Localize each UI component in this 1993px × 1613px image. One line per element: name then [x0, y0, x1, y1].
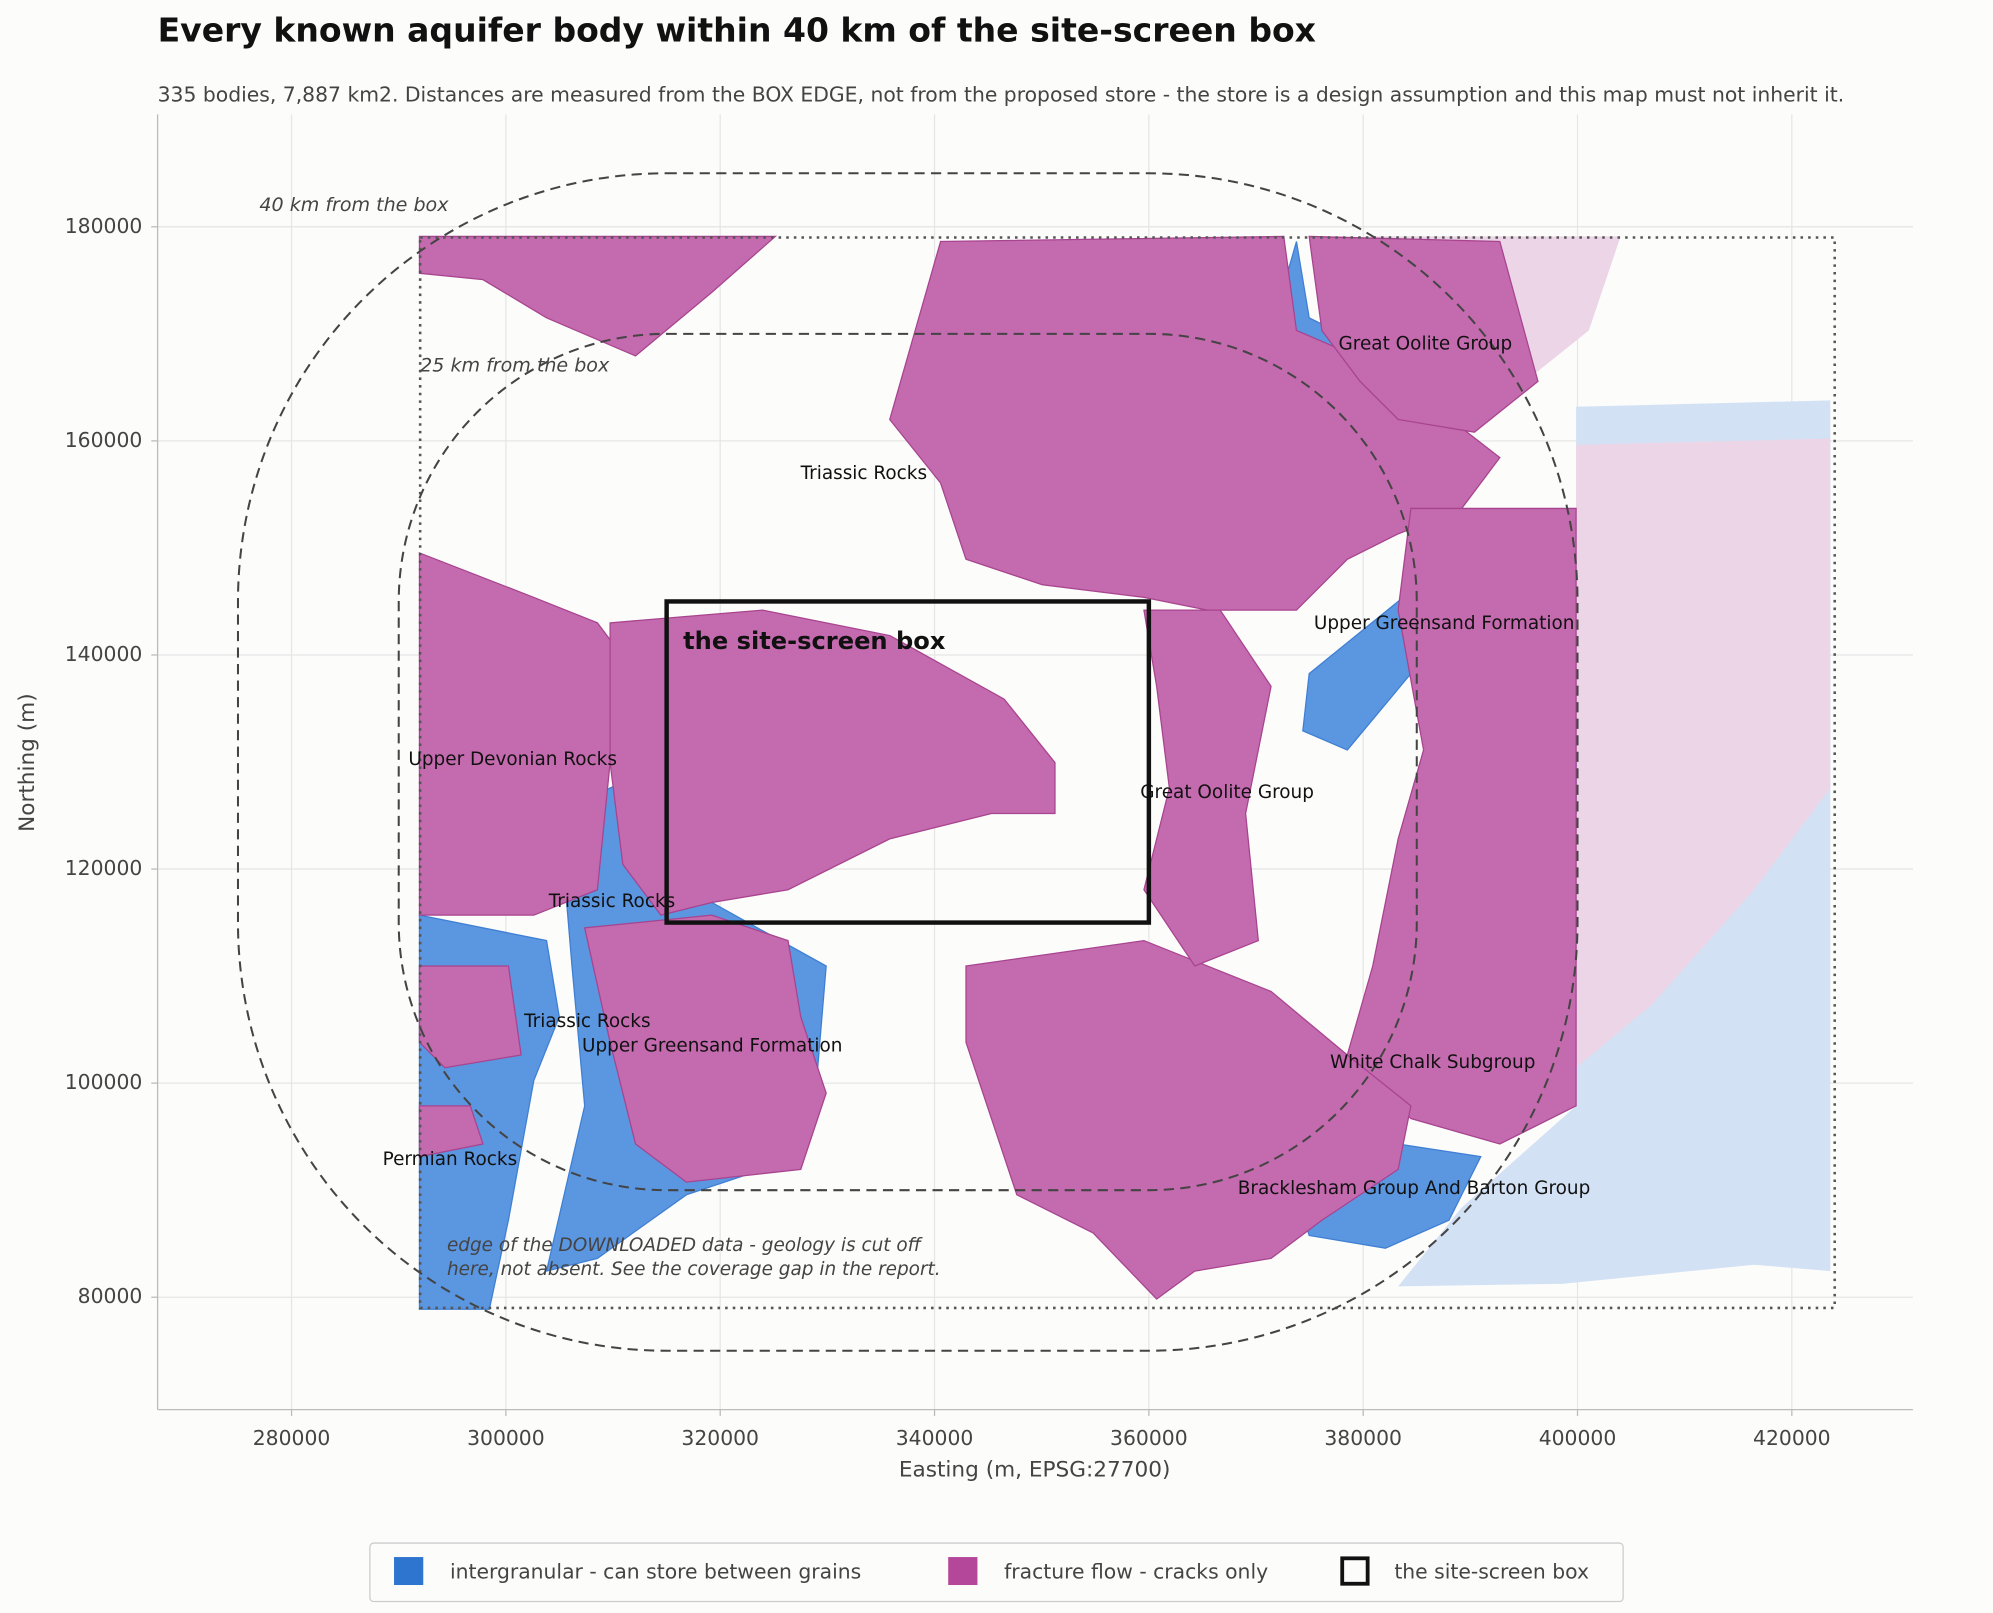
unit-label: Bracklesham Group And Barton Group	[1238, 1178, 1591, 1199]
legend-label: fracture flow - cracks only	[1004, 1559, 1268, 1583]
x-tick-label: 420000	[1753, 1426, 1831, 1450]
x-tick-label: 300000	[467, 1426, 545, 1450]
x-tick-label: 280000	[253, 1426, 331, 1450]
y-axis-label: Northing (m)	[15, 693, 40, 832]
geology	[418, 235, 1831, 1310]
unit-label: White Chalk Subgroup	[1330, 1052, 1535, 1073]
unit-label: Great Oolite Group	[1140, 782, 1314, 803]
edge-note: edge of the DOWNLOADED data - geology is…	[447, 1235, 923, 1256]
legend-swatch	[1340, 1556, 1370, 1586]
legend-label: the site-screen box	[1394, 1559, 1589, 1583]
y-tick-label: 100000	[65, 1070, 143, 1094]
x-tick-label: 380000	[1324, 1426, 1402, 1450]
site-box-label: the site-screen box	[683, 627, 946, 655]
site-box	[664, 599, 1152, 925]
legend	[369, 1542, 1624, 1603]
y-tick-label: 120000	[65, 856, 143, 880]
unit-label: Upper Devonian Rocks	[408, 749, 617, 770]
unit-label: Upper Greensand Formation	[582, 1036, 843, 1057]
x-tick-label: 400000	[1539, 1426, 1617, 1450]
edge-note: here, not absent. See the coverage gap i…	[447, 1259, 941, 1280]
unit-label: Triassic Rocks	[548, 891, 675, 912]
chart-title: Every known aquifer body within 40 km of…	[158, 10, 1316, 49]
legend-swatch	[394, 1557, 424, 1586]
y-tick-label: 160000	[65, 428, 143, 452]
unit-label: Great Oolite Group	[1339, 334, 1513, 355]
x-tick-label: 320000	[681, 1426, 759, 1450]
legend-label: intergranular - can store between grains	[450, 1559, 861, 1583]
plot: 280000 300000 320000 340000 360000 380000 4000…	[65, 172, 1836, 1450]
buffer-label: 25 km from the box	[420, 354, 610, 376]
x-tick-label: 360000	[1110, 1426, 1188, 1450]
y-tick-label: 80000	[78, 1284, 143, 1308]
buffer-label: 40 km from the box	[259, 194, 449, 216]
y-tick-label: 140000	[65, 642, 143, 666]
fracture-bodies	[418, 235, 1577, 1300]
unit-label: Upper Greensand Formation	[1314, 613, 1575, 634]
unit-label: Permian Rocks	[383, 1149, 518, 1170]
outer-fracture	[1372, 236, 1831, 1068]
buffer-line	[397, 332, 1418, 1192]
x-tick-label: 340000	[896, 1426, 974, 1450]
legend-swatch	[948, 1557, 978, 1586]
x-axis-label: Easting (m, EPSG:27700)	[899, 1458, 1171, 1483]
chart-subtitle: 335 bodies, 7,887 km2. Distances are mea…	[158, 82, 1845, 106]
legend-entries: intergranular - can store between grains…	[394, 1556, 1589, 1586]
unit-label: Triassic Rocks	[800, 463, 927, 484]
y-tick-label: 180000	[65, 214, 143, 238]
unit-label: Triassic Rocks	[523, 1011, 650, 1032]
buffer-line	[236, 172, 1579, 1352]
